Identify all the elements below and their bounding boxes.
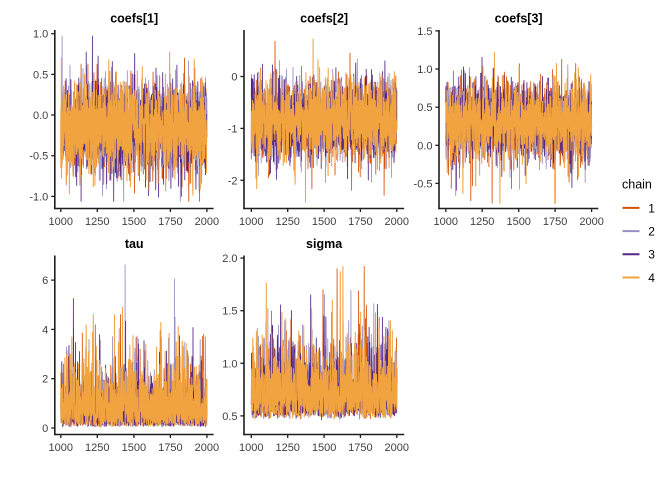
svg-text:tau: tau [125, 237, 144, 251]
svg-text:-1.0: -1.0 [29, 191, 48, 203]
svg-text:0.5: 0.5 [222, 411, 237, 423]
svg-text:1750: 1750 [348, 216, 372, 228]
svg-text:sigma: sigma [306, 237, 343, 251]
svg-text:1250: 1250 [85, 216, 109, 228]
svg-text:1000: 1000 [239, 442, 263, 454]
svg-text:0.5: 0.5 [417, 102, 432, 114]
svg-text:4: 4 [42, 324, 48, 336]
svg-text:1.5: 1.5 [417, 26, 432, 38]
svg-text:1750: 1750 [158, 216, 182, 228]
svg-text:1500: 1500 [312, 442, 336, 454]
svg-text:-2: -2 [228, 175, 238, 187]
svg-text:1500: 1500 [122, 216, 146, 228]
svg-text:1500: 1500 [122, 442, 146, 454]
svg-text:1250: 1250 [85, 442, 109, 454]
svg-text:1250: 1250 [275, 216, 299, 228]
svg-text:0.0: 0.0 [33, 110, 48, 122]
svg-text:2000: 2000 [385, 442, 409, 454]
svg-text:1000: 1000 [49, 442, 73, 454]
svg-text:1500: 1500 [506, 216, 530, 228]
svg-text:1000: 1000 [239, 216, 263, 228]
svg-text:1750: 1750 [543, 216, 567, 228]
svg-text:0: 0 [42, 423, 48, 435]
svg-text:coefs[2]: coefs[2] [300, 11, 348, 25]
svg-text:0.5: 0.5 [33, 69, 48, 81]
svg-text:1000: 1000 [434, 216, 458, 228]
svg-text:1750: 1750 [158, 442, 182, 454]
svg-text:2000: 2000 [579, 216, 603, 228]
svg-text:-1: -1 [228, 123, 238, 135]
svg-text:3: 3 [648, 248, 655, 262]
svg-text:1000: 1000 [49, 216, 73, 228]
svg-text:1.5: 1.5 [222, 306, 237, 318]
svg-text:6: 6 [42, 275, 48, 287]
svg-text:1750: 1750 [348, 442, 372, 454]
svg-text:2: 2 [648, 225, 655, 239]
svg-text:1.0: 1.0 [417, 64, 432, 76]
svg-text:1500: 1500 [312, 216, 336, 228]
svg-text:-0.5: -0.5 [414, 178, 433, 190]
svg-text:2000: 2000 [195, 216, 219, 228]
svg-text:0: 0 [231, 72, 237, 84]
svg-text:1.0: 1.0 [33, 29, 48, 41]
svg-text:chain: chain [622, 178, 652, 192]
svg-text:0.0: 0.0 [417, 140, 432, 152]
svg-text:2: 2 [42, 374, 48, 386]
svg-text:1250: 1250 [275, 442, 299, 454]
svg-text:4: 4 [648, 271, 655, 285]
svg-text:2000: 2000 [385, 216, 409, 228]
svg-text:-0.5: -0.5 [29, 151, 48, 163]
svg-text:2.0: 2.0 [222, 253, 237, 265]
svg-text:1.0: 1.0 [222, 358, 237, 370]
svg-text:coefs[3]: coefs[3] [495, 11, 543, 25]
svg-text:2000: 2000 [195, 442, 219, 454]
svg-text:coefs[1]: coefs[1] [110, 11, 158, 25]
svg-text:1250: 1250 [470, 216, 494, 228]
svg-text:1: 1 [648, 201, 655, 215]
